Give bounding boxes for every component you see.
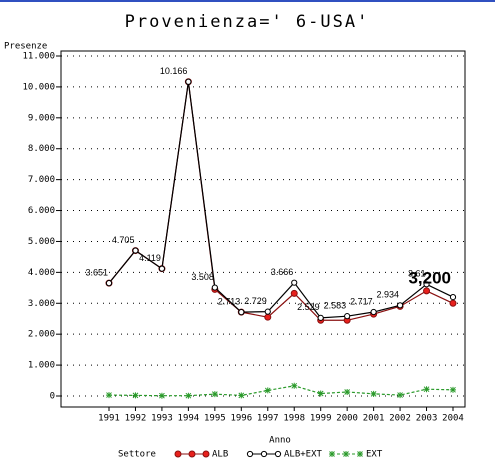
y-tick-label: 10.000 (22, 82, 55, 92)
y-tick-label: 7.000 (28, 175, 55, 185)
x-tick-label: 1994 (178, 414, 200, 424)
marker (264, 308, 271, 315)
marker (291, 382, 298, 389)
marker (158, 392, 165, 399)
marker (397, 392, 404, 399)
x-tick-label: 2002 (389, 414, 411, 424)
marker (290, 289, 298, 297)
legend-label: EXT (366, 450, 383, 460)
marker (185, 392, 192, 399)
y-tick-label: 3.000 (28, 299, 55, 309)
marker (370, 390, 377, 397)
x-tick-label: 2003 (416, 414, 438, 424)
x-tick-label: 2004 (442, 414, 464, 424)
marker (132, 247, 139, 254)
x-tick-label: 2000 (336, 414, 358, 424)
legend-marker (343, 451, 349, 457)
marker (211, 284, 218, 291)
y-tick-label: 5.000 (28, 237, 55, 247)
marker (185, 78, 192, 85)
y-tick-label: 11.000 (22, 52, 55, 62)
x-tick-label: 1997 (257, 414, 279, 424)
data-label: 10.166 (160, 66, 188, 76)
y-tick-label: 9.000 (28, 113, 55, 123)
x-tick-label: 1991 (98, 414, 120, 424)
data-label: 2.717 (350, 296, 373, 306)
x-tick-label: 1993 (151, 414, 173, 424)
data-label: 3.61 (408, 269, 426, 279)
y-tick-label: 1.000 (28, 361, 55, 371)
y-tick-label: 8.000 (28, 144, 55, 154)
series-line (108, 81, 454, 319)
chart-title: Provenienza=' 6-USA' (125, 12, 370, 32)
y-tick-label: 0 (50, 392, 55, 402)
legend-marker (246, 450, 254, 458)
marker (449, 299, 457, 307)
legend-title: Settore (118, 450, 156, 460)
marker (423, 287, 431, 295)
marker (423, 281, 430, 288)
x-tick-label: 1999 (310, 414, 332, 424)
legend-marker (202, 450, 210, 458)
marker (264, 387, 271, 394)
data-label: 2.583 (324, 301, 347, 311)
plot-frame (60, 50, 466, 408)
marker (317, 390, 324, 397)
series-line (108, 385, 454, 397)
marker (344, 313, 351, 320)
marker (264, 313, 272, 321)
data-label: 2.529 (297, 302, 320, 312)
legend-label: ALB+EXT (284, 450, 323, 460)
marker (238, 309, 245, 316)
marker (132, 392, 139, 399)
series-line (108, 81, 454, 321)
marker (344, 388, 351, 395)
marker (450, 386, 456, 393)
marker (449, 293, 457, 301)
data-label: 2.934 (377, 290, 400, 300)
marker (291, 279, 298, 286)
x-tick-label: 2001 (363, 414, 385, 424)
marker (317, 314, 324, 321)
y-axis-label: Presenze (4, 42, 47, 52)
legend-marker (357, 451, 363, 457)
legend-marker (274, 450, 282, 458)
data-label: 4.119 (139, 253, 161, 263)
marker (158, 265, 166, 272)
legend-marker (329, 451, 335, 457)
marker (238, 392, 245, 399)
data-label: 4.705 (112, 235, 135, 245)
marker (370, 308, 377, 316)
x-axis-label: Anno (269, 436, 291, 446)
marker (211, 391, 218, 398)
x-tick-label: 1996 (230, 414, 252, 424)
data-label: 2.713 (218, 297, 241, 307)
y-tick-label: 4.000 (28, 268, 55, 278)
data-label: 3.508 (191, 272, 214, 282)
legend-marker (188, 450, 196, 458)
data-label: 3.651 (85, 268, 108, 278)
data-label: 3.666 (271, 267, 294, 277)
x-tick-label: 1992 (125, 414, 147, 424)
data-label: 2.729 (244, 296, 267, 306)
marker (106, 392, 112, 399)
marker (105, 280, 113, 287)
legend-marker (260, 450, 268, 458)
legend-label: ALB (212, 450, 228, 460)
data-label: 3,200 (408, 269, 451, 288)
x-tick-label: 1998 (283, 414, 305, 424)
legend-marker (174, 450, 182, 458)
marker (423, 386, 430, 393)
y-tick-label: 2.000 (28, 330, 55, 340)
marker (396, 302, 404, 309)
y-tick-label: 6.000 (28, 206, 55, 216)
x-tick-label: 1995 (204, 414, 226, 424)
